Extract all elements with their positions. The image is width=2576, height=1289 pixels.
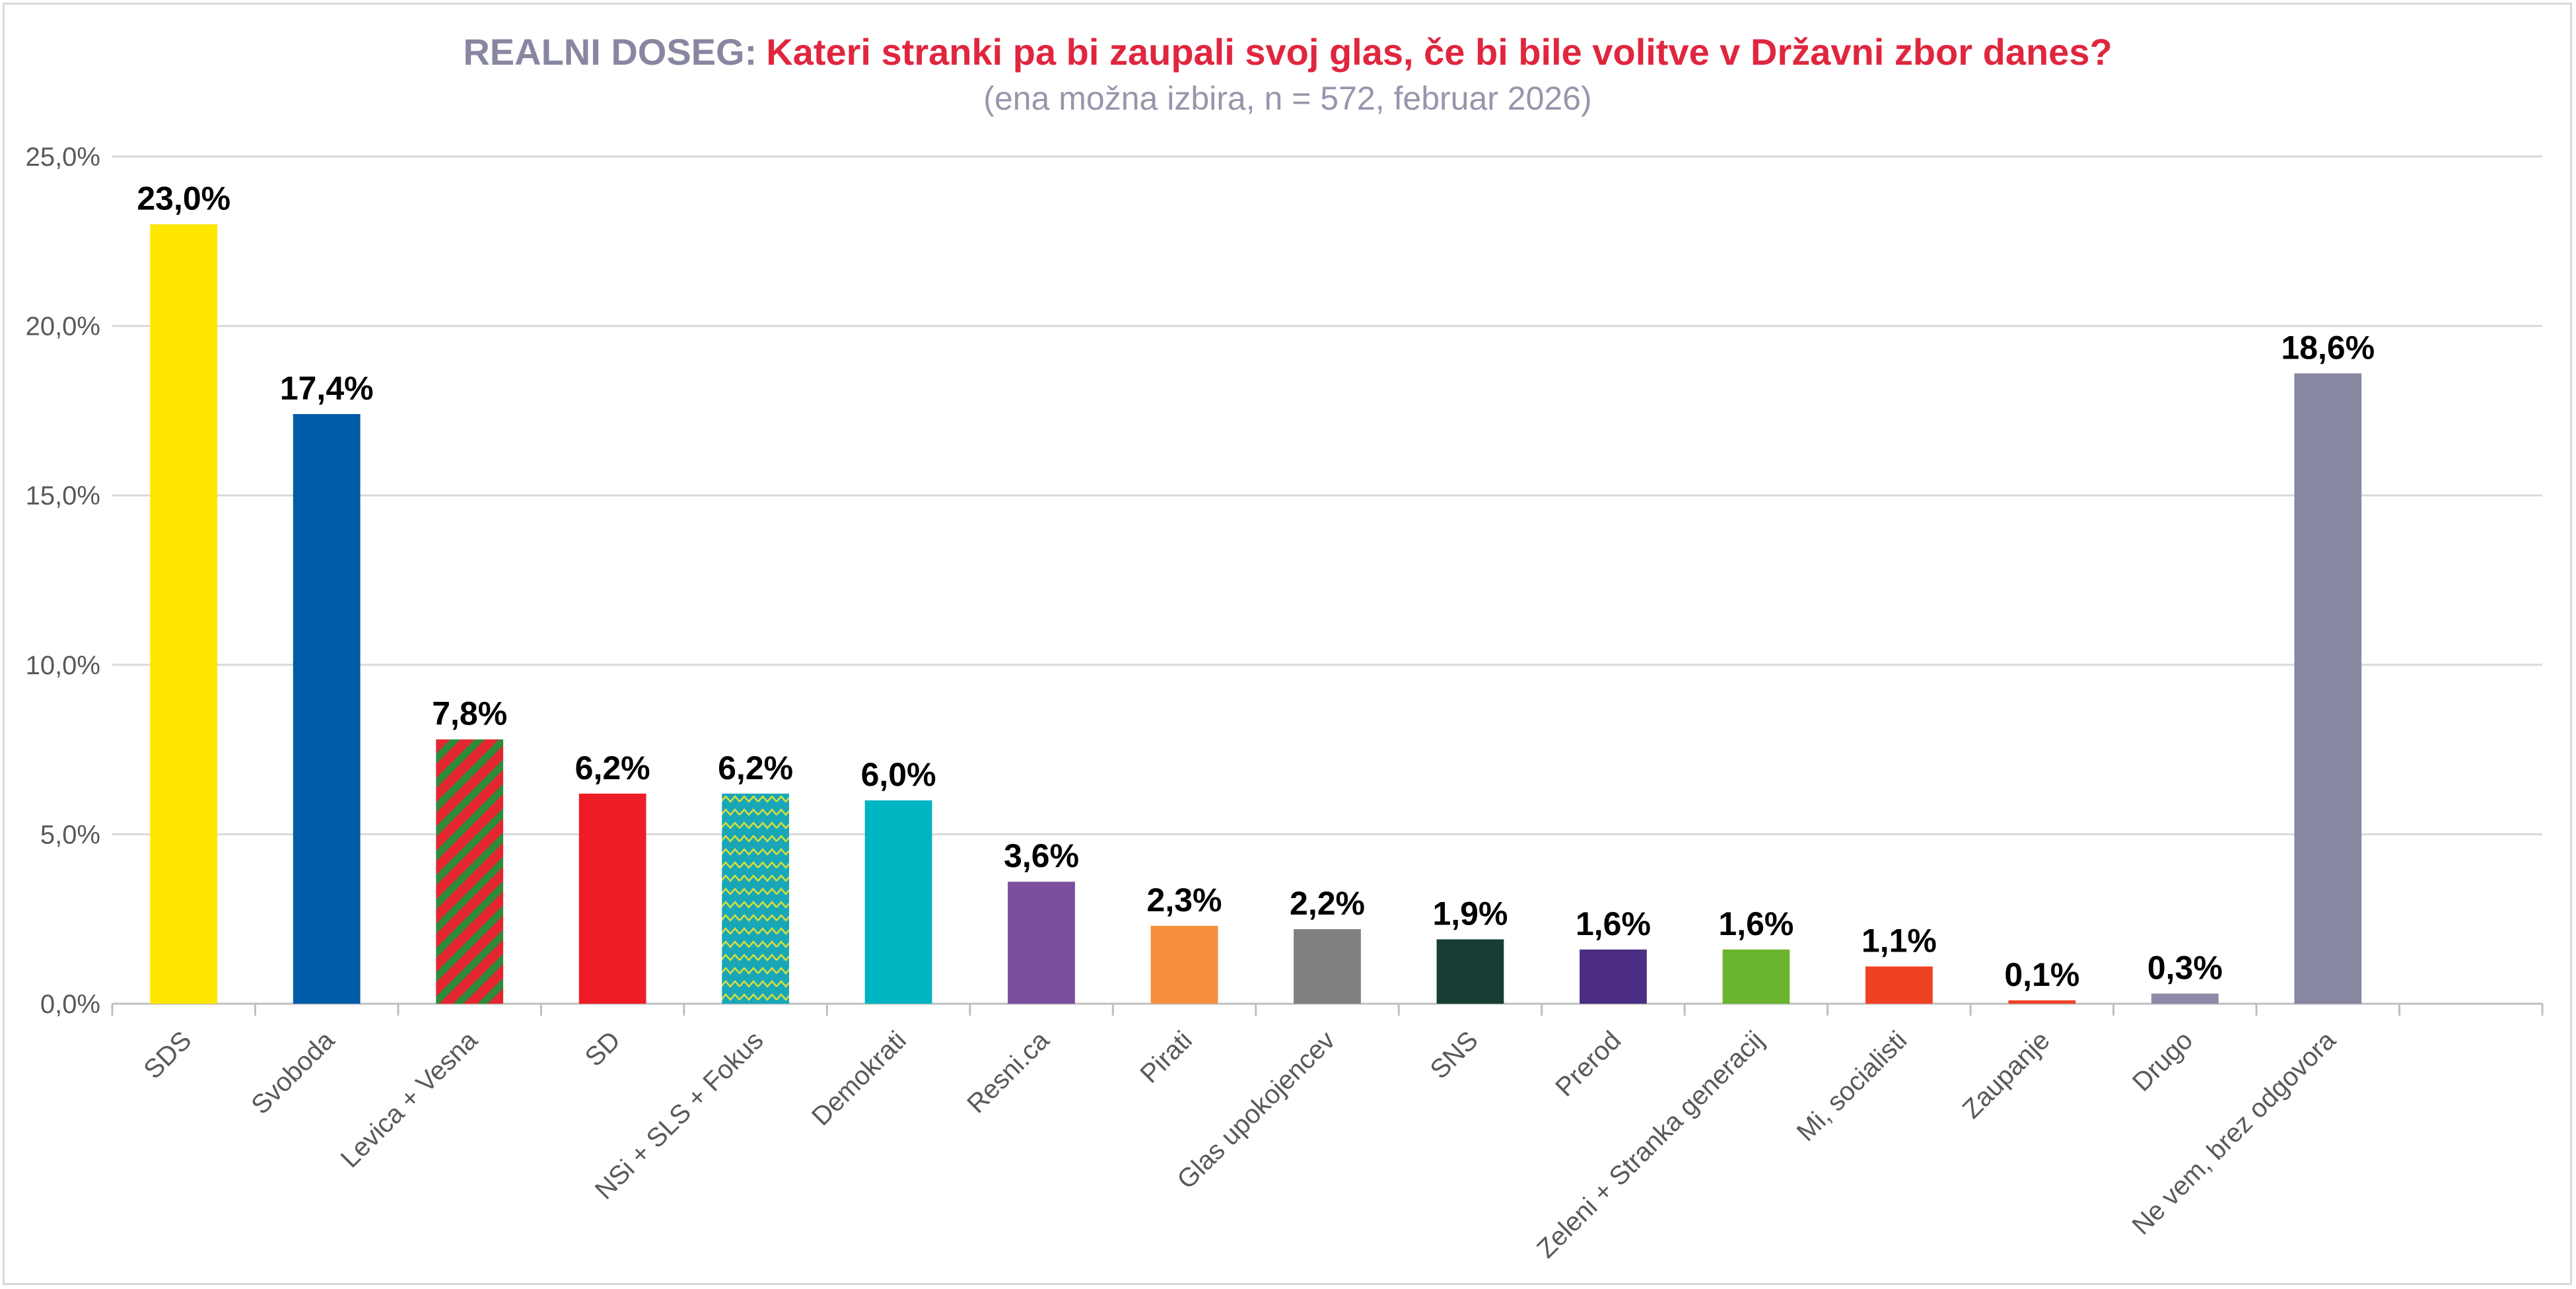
value-label: 1,9% bbox=[1432, 895, 1508, 932]
bar bbox=[150, 224, 218, 1004]
category-label: Mi, socialisti bbox=[1792, 1026, 1913, 1147]
category-label: Glas upokojencev bbox=[1171, 1026, 1340, 1195]
category-label: Drugo bbox=[2127, 1026, 2198, 1097]
category-label: Svoboda bbox=[246, 1026, 340, 1120]
bar bbox=[1580, 949, 1647, 1004]
bar bbox=[1008, 882, 1075, 1004]
bar bbox=[1722, 949, 1790, 1004]
category-label: Prerod bbox=[1550, 1026, 1626, 1102]
category-label: Levica + Vesna bbox=[335, 1026, 483, 1173]
chart-frame bbox=[3, 3, 2572, 1285]
category-label: SNS bbox=[1425, 1026, 1484, 1084]
bar bbox=[293, 414, 361, 1004]
category-label: Zeleni + Stranka generacij bbox=[1531, 1026, 1770, 1264]
y-tick-label: 20,0% bbox=[26, 312, 100, 341]
title-main: Kateri stranki pa bi zaupali svoj glas, … bbox=[766, 31, 2112, 73]
bar bbox=[1294, 929, 1361, 1004]
bar bbox=[578, 793, 646, 1004]
gridlines bbox=[112, 155, 2542, 1005]
value-label: 1,6% bbox=[1576, 905, 1651, 942]
bar bbox=[2008, 1000, 2076, 1004]
y-tick-label: 15,0% bbox=[26, 481, 100, 510]
value-label: 0,3% bbox=[2147, 950, 2223, 987]
y-axis-ticks: 0,0% 5,0% 10,0% 15,0% 20,0% 25,0% bbox=[26, 143, 100, 1019]
y-tick-label: 5,0% bbox=[40, 820, 100, 849]
bar bbox=[722, 793, 789, 1004]
bar bbox=[2294, 373, 2362, 1004]
category-label: Resni.ca bbox=[961, 1026, 1055, 1119]
bar bbox=[864, 800, 932, 1004]
y-tick-label: 10,0% bbox=[26, 651, 100, 680]
value-label: 1,1% bbox=[1862, 923, 1937, 959]
chart-title: REALNI DOSEG: Kateri stranki pa bi zaupal… bbox=[463, 31, 2112, 73]
bar bbox=[436, 739, 504, 1004]
category-label: Demokrati bbox=[806, 1026, 912, 1131]
category-label: SDS bbox=[138, 1026, 197, 1084]
y-tick-label: 25,0% bbox=[26, 143, 100, 172]
value-label: 6,2% bbox=[718, 749, 793, 786]
value-label: 2,2% bbox=[1290, 885, 1365, 922]
value-label: 6,2% bbox=[575, 749, 650, 786]
bar bbox=[1150, 925, 1218, 1004]
value-label: 0,1% bbox=[2004, 956, 2079, 993]
chart-subtitle: (ena možna izbira, n = 572, februar 2026… bbox=[983, 80, 1591, 117]
value-label: 6,0% bbox=[861, 756, 936, 793]
y-tick-label: 0,0% bbox=[40, 990, 100, 1019]
value-label: 18,6% bbox=[2281, 329, 2375, 366]
bars bbox=[150, 224, 2362, 1004]
bar bbox=[1865, 966, 1933, 1004]
bar bbox=[1436, 939, 1504, 1004]
bar bbox=[2151, 993, 2219, 1004]
value-label: 2,3% bbox=[1147, 882, 1222, 919]
category-label: Pirati bbox=[1134, 1026, 1198, 1089]
value-label: 17,4% bbox=[280, 370, 374, 407]
value-labels: 23,0% 17,4% 7,8% 6,2% 6,2% 6,0% 3,6% 2,3% 2,2% 1,… bbox=[137, 180, 2375, 993]
title-prefix: REALNI DOSEG: bbox=[463, 31, 757, 73]
category-label: SD bbox=[580, 1026, 626, 1072]
category-label: Zaupanje bbox=[1957, 1026, 2056, 1124]
value-label: 23,0% bbox=[137, 180, 230, 217]
value-label: 7,8% bbox=[432, 695, 507, 732]
value-label: 1,6% bbox=[1718, 905, 1793, 942]
value-label: 3,6% bbox=[1004, 837, 1079, 874]
